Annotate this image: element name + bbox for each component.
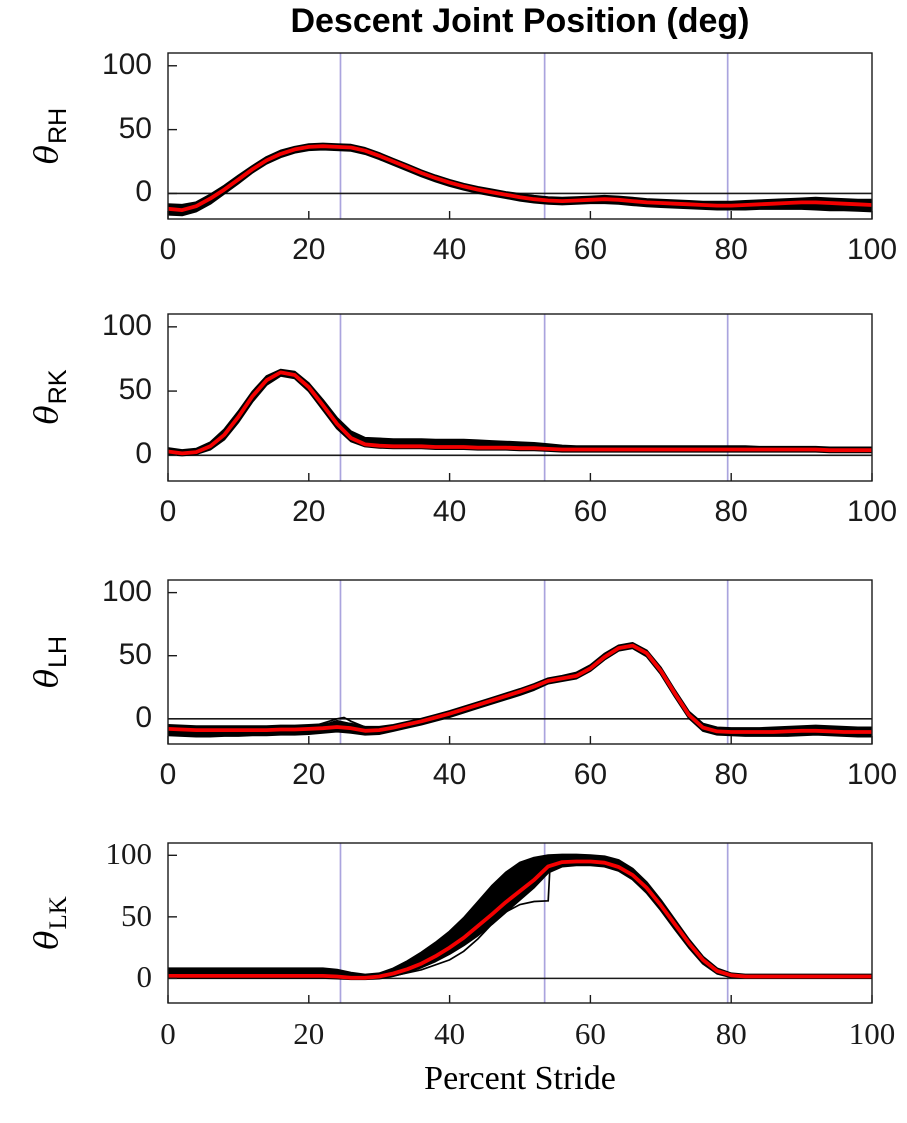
y-tick-label: 100 [101, 574, 152, 608]
y-tick-label: 50 [118, 111, 152, 145]
x-tick-label: 60 [574, 1016, 606, 1051]
x-tick-label: 40 [432, 495, 467, 528]
x-tick-label: 60 [573, 758, 608, 791]
chart-title: Descent Joint Position (deg) [290, 2, 750, 40]
y-tick-label: 100 [101, 308, 152, 342]
y-tick-label: 50 [118, 637, 152, 671]
y-tick-label: 0 [135, 175, 152, 209]
y-tick-label: 50 [121, 897, 152, 933]
x-tick-label: 80 [714, 495, 748, 528]
x-tick-label: 20 [292, 495, 326, 528]
x-tick-label: 0 [159, 495, 177, 528]
x-tick-label: 60 [573, 495, 608, 528]
x-tick-label: 40 [432, 758, 467, 791]
x-tick-label: 40 [434, 1016, 466, 1051]
x-tick-label: 60 [573, 233, 608, 266]
y-tick-label: 0 [135, 437, 152, 471]
x-tick-label: 100 [846, 495, 898, 528]
theta-symbol: θ [27, 144, 65, 165]
x-tick-label: 0 [160, 1016, 176, 1051]
x-tick-label: 80 [715, 1016, 747, 1051]
x-tick-label: 0 [159, 758, 177, 791]
x-tick-label: 20 [292, 233, 326, 266]
y-tick-label: 0 [135, 700, 152, 734]
x-tick-label: 80 [714, 233, 748, 266]
x-tick-label: 80 [714, 758, 748, 791]
y-tick-label: 0 [136, 959, 153, 995]
x-tick-label: 100 [848, 1016, 896, 1051]
theta-symbol: θ [27, 405, 65, 425]
y-tick-label: 50 [118, 373, 152, 407]
x-tick-label: 20 [293, 1016, 325, 1051]
y-tick-label: 100 [105, 836, 153, 872]
x-tick-label: 20 [292, 758, 326, 791]
x-tick-label: 40 [432, 233, 467, 266]
x-tick-label: 100 [846, 233, 898, 266]
x-axis-label: Percent Stride [424, 1060, 616, 1097]
y-tick-label: 100 [101, 47, 152, 81]
x-tick-label: 100 [846, 758, 898, 791]
x-tick-label: 0 [159, 233, 177, 266]
